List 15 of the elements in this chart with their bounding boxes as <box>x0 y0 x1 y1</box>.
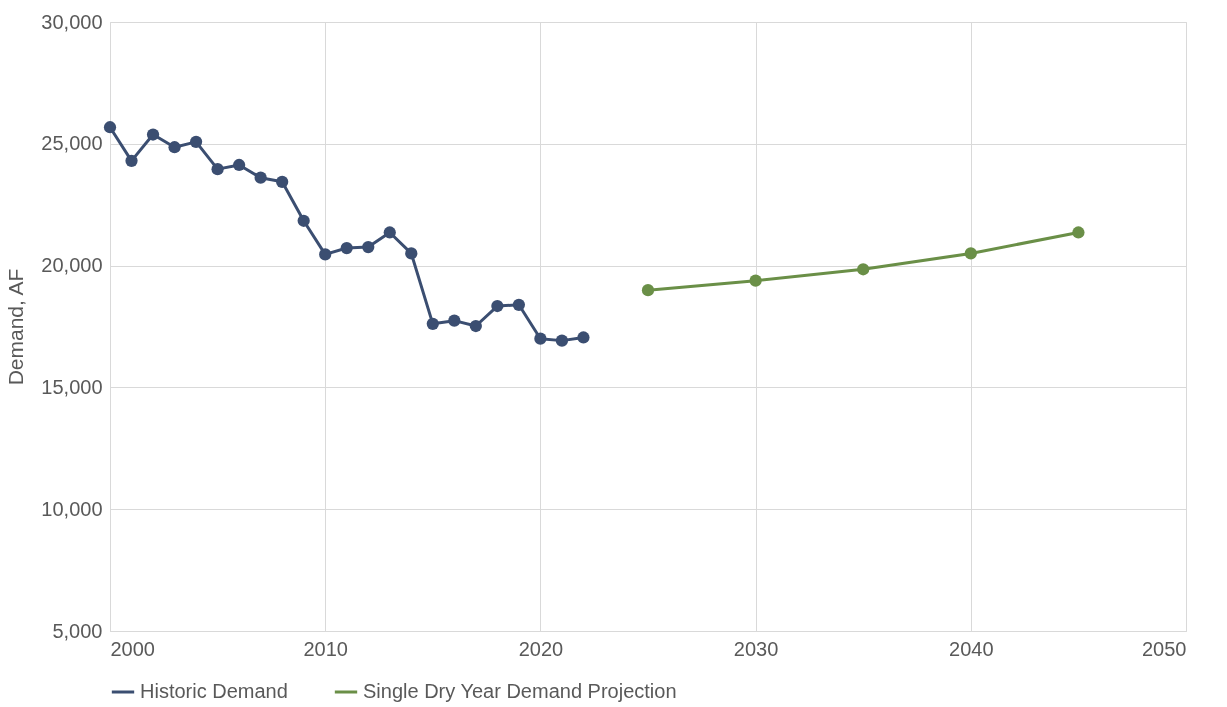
y-axis-title: Demand, AF <box>4 268 28 386</box>
x-tick-label: 2000 <box>110 637 155 660</box>
y-tick-label: 20,000 <box>41 254 103 277</box>
x-tick-label: 2030 <box>733 637 779 660</box>
y-tick-label: 10,000 <box>41 497 103 520</box>
x-tick-label: 2050 <box>1142 637 1187 660</box>
x-tick-label: 2040 <box>949 637 994 660</box>
y-tick-label: 25,000 <box>41 132 103 155</box>
y-tick-label: 15,000 <box>41 375 103 398</box>
legend-label: Single Dry Year Demand Projection <box>363 680 677 702</box>
x-tick-label: 2010 <box>303 637 348 660</box>
y-tick-label: 30,000 <box>41 10 103 33</box>
y-tick-label: 5,000 <box>52 619 103 642</box>
x-tick-label: 2020 <box>518 637 564 660</box>
legend-label: Historic Demand <box>140 680 288 702</box>
